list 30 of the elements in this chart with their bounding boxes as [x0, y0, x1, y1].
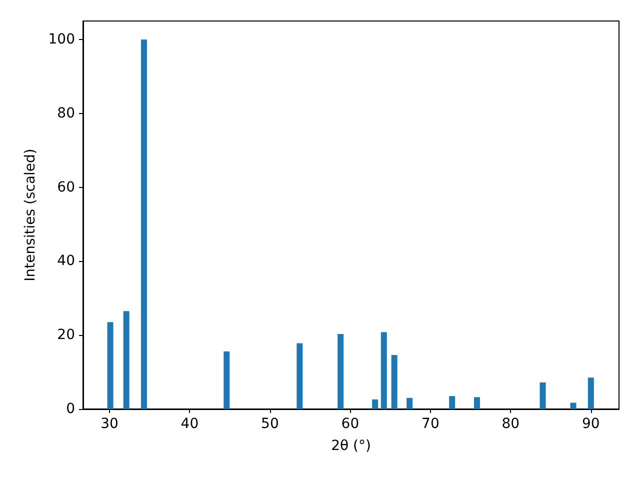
- bar: [123, 311, 130, 409]
- x-tick-label: 40: [180, 416, 199, 432]
- bar: [570, 402, 576, 409]
- y-tick-label: 60: [57, 179, 75, 196]
- x-tick-label: 60: [341, 416, 360, 432]
- y-tick-label: 80: [57, 105, 75, 122]
- bar: [296, 343, 303, 409]
- bar: [540, 382, 546, 409]
- bar: [449, 396, 456, 409]
- bar: [372, 399, 378, 409]
- bar: [224, 351, 230, 409]
- y-axis-title: Intensities (scaled): [22, 148, 38, 282]
- bar: [588, 378, 594, 409]
- y-tick-label: 0: [66, 401, 75, 417]
- y-tick-label: 20: [57, 327, 75, 344]
- bar: [140, 39, 147, 409]
- bar: [338, 334, 344, 409]
- x-tick-label: 50: [261, 416, 279, 432]
- x-axis-title: 2θ (°): [331, 438, 371, 454]
- x-tick-label: 90: [582, 416, 600, 432]
- y-tick-label: 40: [57, 253, 75, 270]
- bar: [391, 355, 398, 409]
- x-tick-label: 70: [422, 416, 440, 432]
- bar: [406, 398, 413, 409]
- bar: [380, 332, 387, 409]
- y-tick-label: 100: [48, 31, 75, 48]
- x-tick-label: 80: [502, 416, 520, 432]
- x-tick-label: 30: [100, 416, 118, 432]
- bar: [474, 397, 480, 409]
- bar: [107, 322, 114, 409]
